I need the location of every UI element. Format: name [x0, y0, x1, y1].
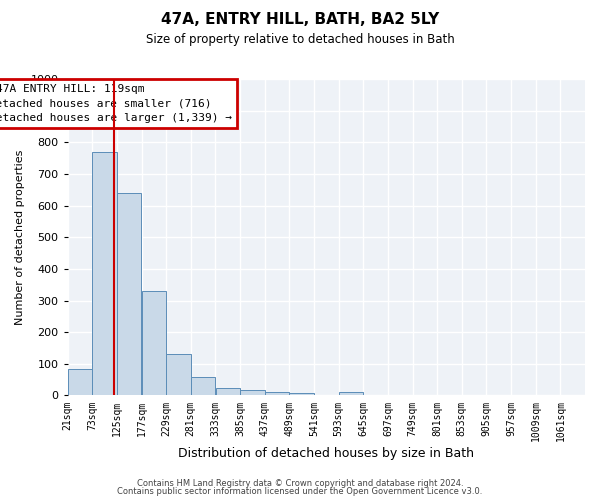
Bar: [289, 393, 314, 396]
Bar: [265, 392, 289, 396]
Bar: [68, 368, 92, 396]
Bar: [215, 388, 240, 396]
Bar: [191, 377, 215, 396]
Bar: [92, 152, 117, 396]
Text: 47A ENTRY HILL: 119sqm
← 35% of detached houses are smaller (716)
65% of semi-de: 47A ENTRY HILL: 119sqm ← 35% of detached…: [0, 84, 232, 124]
X-axis label: Distribution of detached houses by size in Bath: Distribution of detached houses by size …: [178, 447, 474, 460]
Bar: [166, 354, 191, 396]
Text: 47A, ENTRY HILL, BATH, BA2 5LY: 47A, ENTRY HILL, BATH, BA2 5LY: [161, 12, 439, 28]
Text: Size of property relative to detached houses in Bath: Size of property relative to detached ho…: [146, 32, 454, 46]
Text: Contains HM Land Registry data © Crown copyright and database right 2024.: Contains HM Land Registry data © Crown c…: [137, 478, 463, 488]
Y-axis label: Number of detached properties: Number of detached properties: [15, 150, 25, 325]
Bar: [240, 390, 265, 396]
Bar: [142, 291, 166, 396]
Bar: [339, 392, 363, 396]
Bar: [117, 193, 142, 396]
Text: Contains public sector information licensed under the Open Government Licence v3: Contains public sector information licen…: [118, 487, 482, 496]
